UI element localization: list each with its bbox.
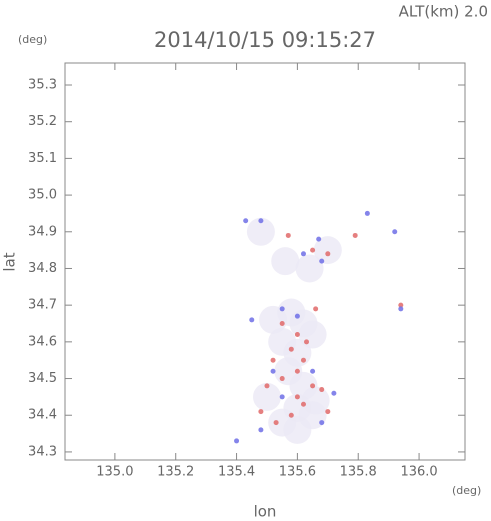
echo-point [234, 438, 240, 444]
y-tick-label: 34.3 [28, 444, 57, 459]
echo-point [364, 210, 370, 216]
echo-point [325, 251, 331, 257]
x-tick-label: 135.2 [157, 465, 194, 480]
echo-point [319, 420, 325, 426]
echo-point [271, 247, 300, 276]
echo-point [313, 306, 319, 312]
x-tick-label: 135.0 [96, 465, 133, 480]
echo-point [398, 306, 404, 312]
echo-point [294, 332, 300, 338]
y-tick-label: 35.0 [28, 188, 57, 203]
echo-point [319, 387, 325, 393]
echo-point [252, 382, 281, 411]
y-tick-label: 35.2 [28, 114, 57, 129]
y-tick-label: 34.7 [28, 298, 57, 313]
echo-point [313, 236, 342, 265]
y-unit: (deg) [18, 33, 47, 46]
y-tick-label: 34.4 [28, 408, 57, 423]
echo-point [304, 339, 310, 345]
y-tick-label: 35.3 [28, 78, 57, 93]
echo-point [270, 368, 276, 374]
echo-point [279, 321, 285, 327]
echo-point [300, 251, 306, 257]
echo-point [310, 383, 316, 389]
y-tick-label: 34.8 [28, 261, 57, 276]
echo-point [249, 317, 255, 323]
echo-point [294, 368, 300, 374]
echo-point [319, 258, 325, 264]
echo-point [288, 412, 294, 418]
echo-point [331, 390, 337, 396]
x-axis-label: lon [254, 503, 277, 521]
y-tick-label: 34.6 [28, 334, 57, 349]
echo-point [273, 420, 279, 426]
echo-point [294, 394, 300, 400]
echo-point [300, 357, 306, 363]
echo-point [279, 306, 285, 312]
echo-point [258, 409, 264, 415]
echo-point [316, 236, 322, 242]
echo-point [310, 247, 316, 253]
y-tick-label: 34.9 [28, 224, 57, 239]
x-tick-label: 135.8 [340, 465, 377, 480]
echo-point [258, 427, 264, 433]
x-tick-label: 136.0 [400, 465, 437, 480]
echo-point [294, 313, 300, 319]
echo-point [298, 320, 327, 349]
echo-point [288, 346, 294, 352]
altitude-label: ALT(km) 2.0 [399, 3, 488, 21]
chart-title: 2014/10/15 09:15:27 [154, 28, 376, 52]
x-tick-label: 135.6 [279, 465, 316, 480]
echo-point [398, 302, 404, 308]
echo-point [392, 229, 398, 235]
echo-point [300, 401, 306, 407]
echo-point [295, 254, 324, 283]
echo-point [352, 232, 358, 238]
y-tick-label: 34.5 [28, 371, 57, 386]
echo-point [325, 409, 331, 415]
echo-point [246, 217, 275, 246]
echo-point [270, 357, 276, 363]
echo-point [279, 394, 285, 400]
echo-point [285, 232, 291, 238]
echo-point [258, 218, 264, 224]
y-tick-label: 35.1 [28, 151, 57, 166]
x-tick-label: 135.4 [218, 465, 255, 480]
echo-point [279, 376, 285, 382]
plot-frame [64, 62, 466, 461]
echo-point [243, 218, 249, 224]
echo-point [310, 368, 316, 374]
x-unit: (deg) [452, 484, 481, 497]
echo-point [264, 383, 270, 389]
y-axis-label: lat [1, 252, 19, 271]
